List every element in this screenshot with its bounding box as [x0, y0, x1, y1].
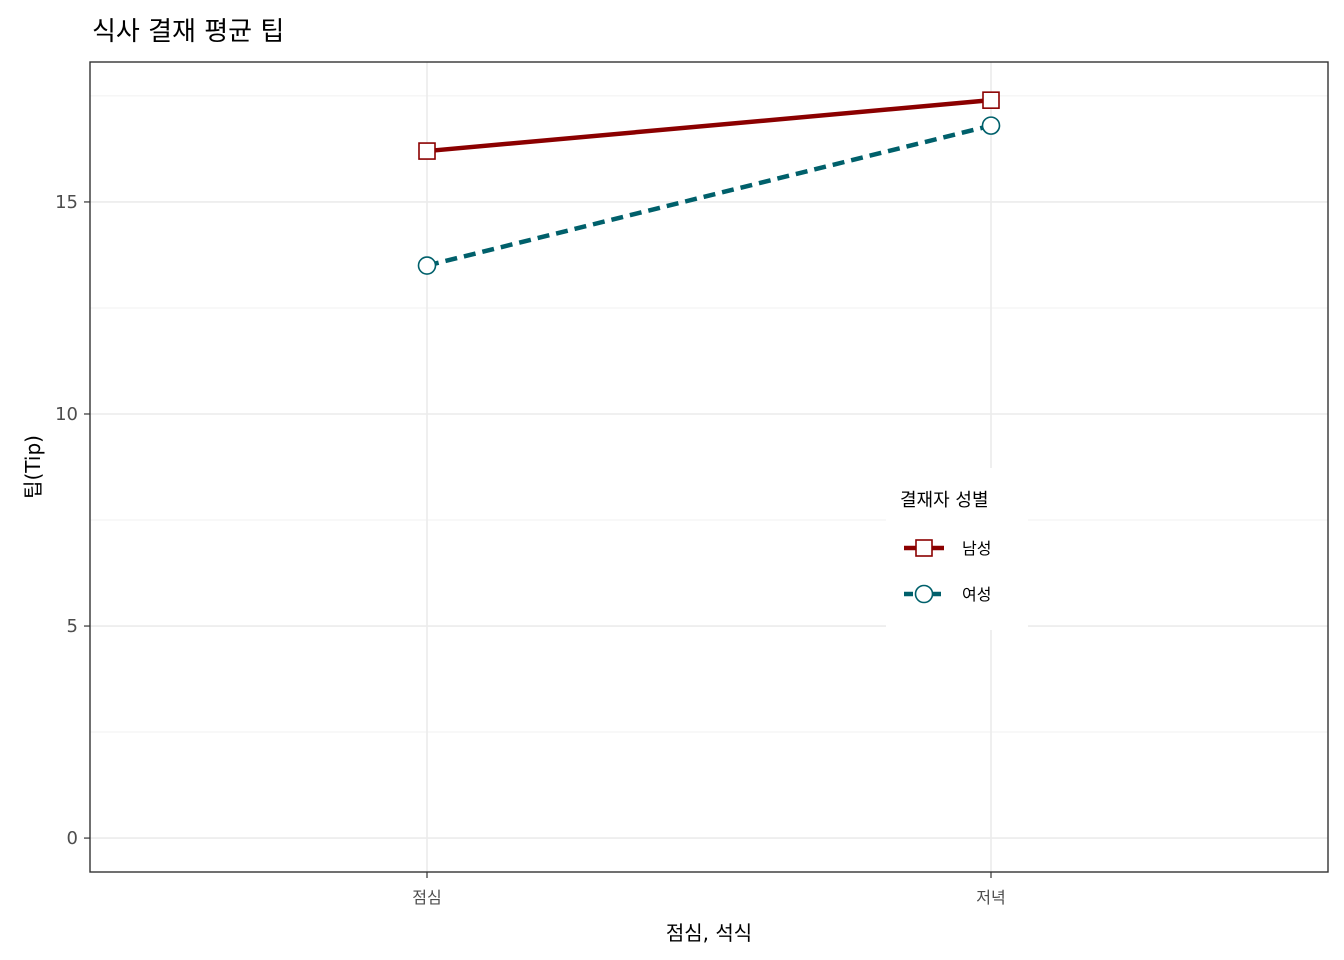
legend-item-여성: 여성: [904, 584, 991, 604]
y-axis-label: 팁(Tip): [21, 435, 45, 499]
x-tick-label: 저녁: [976, 888, 1005, 907]
data-point: [417, 256, 437, 275]
chart-title: 식사 결재 평균 팁: [92, 17, 284, 47]
legend-marker: [914, 584, 934, 604]
series-여성: [417, 116, 1001, 275]
plot-background: [90, 62, 1328, 872]
y-tick-label: 10: [55, 404, 78, 425]
x-axis: 점심 저녁: [412, 872, 1006, 907]
y-tick-label: 5: [67, 616, 78, 637]
y-tick-label: 15: [55, 192, 78, 213]
data-point: [982, 91, 1000, 109]
legend-title: 결재자 성별: [900, 490, 989, 511]
y-tick-label: 0: [67, 828, 78, 849]
plot-border: [89, 61, 1329, 873]
legend-label: 남성: [962, 539, 991, 558]
data-point: [418, 142, 436, 160]
series-line: [426, 123, 992, 268]
legend-item-남성: 남성: [904, 539, 991, 558]
series-남성: [418, 91, 1000, 160]
grid: [90, 62, 1328, 872]
plot-panel: [90, 62, 1328, 872]
legend-label: 여성: [962, 585, 991, 604]
x-tick-label: 점심: [412, 888, 441, 907]
x-axis-label: 점심, 석식: [666, 921, 752, 945]
series-line: [426, 97, 992, 154]
legend-marker: [915, 539, 933, 557]
data-point: [981, 116, 1001, 135]
y-axis: 0 5 10 15: [55, 192, 90, 849]
series-layer: [417, 91, 1001, 275]
